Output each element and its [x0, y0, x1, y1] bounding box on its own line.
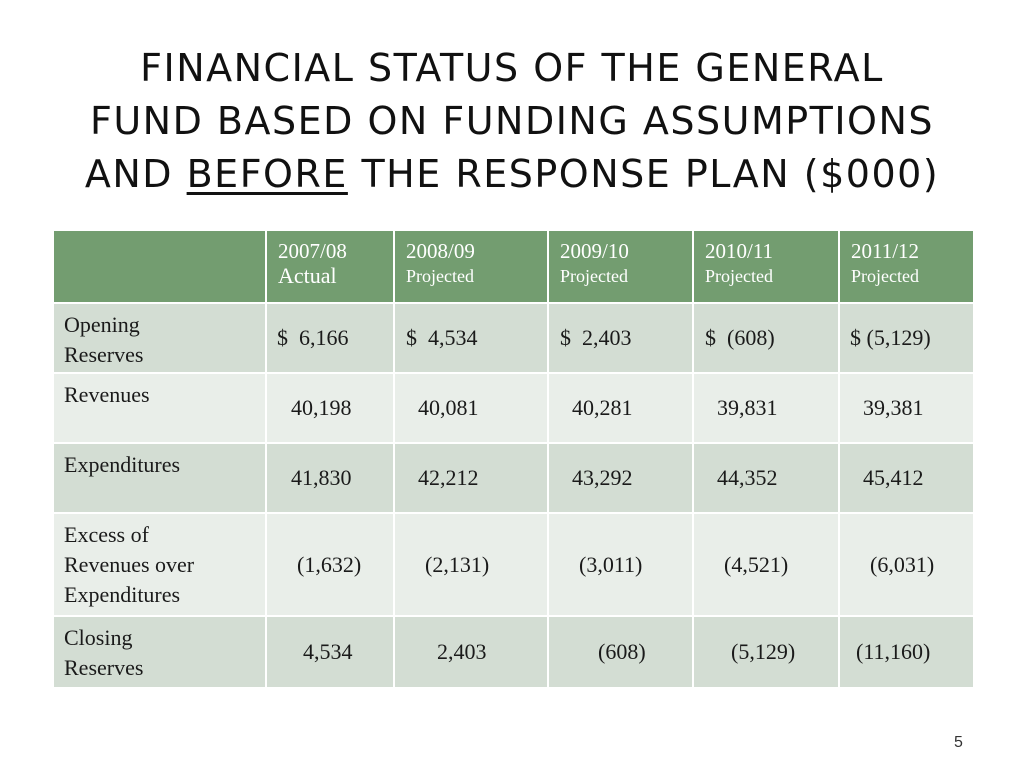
table-cell: $ 6,166 — [265, 302, 395, 374]
title-underlined-word: BEFORE — [186, 152, 348, 196]
table-cell: 39,831 — [692, 372, 840, 444]
table-cell: $ 4,534 — [393, 302, 549, 374]
table-cell: 40,081 — [393, 372, 549, 444]
table-cell: 40,281 — [547, 372, 694, 444]
row-label: Opening Reserves — [52, 302, 267, 374]
table-cell: 4,534 — [265, 615, 395, 689]
slide-title: FINANCIAL STATUS OF THE GENERAL FUND BAS… — [40, 42, 984, 201]
table-cell: (4,521) — [692, 512, 840, 617]
table-row-opening-reserves: Opening Reserves $ 6,166 $ 4,534 $ 2,403… — [52, 302, 975, 374]
row-label: Revenues — [52, 372, 267, 444]
table-cell: $ 2,403 — [547, 302, 694, 374]
title-line-3: AND BEFORE THE RESPONSE PLAN ($000) — [40, 148, 984, 201]
table-cell: 45,412 — [838, 442, 975, 514]
header-cell-2007-08: 2007/08 Actual — [265, 229, 395, 304]
table-cell: (5,129) — [692, 615, 840, 689]
header-status: Actual — [278, 263, 337, 288]
table-cell: $ (5,129) — [838, 302, 975, 374]
header-cell-2011-12: 2011/12 Projected — [838, 229, 975, 304]
table-cell: 44,352 — [692, 442, 840, 514]
header-year: 2010/11 — [705, 239, 774, 263]
row-label: Expenditures — [52, 442, 267, 514]
table-cell: (2,131) — [393, 512, 549, 617]
title-line-1: FINANCIAL STATUS OF THE GENERAL — [140, 46, 884, 90]
header-status: Projected — [406, 266, 474, 286]
row-label: Excess of Revenues over Expenditures — [52, 512, 267, 617]
header-status: Projected — [705, 266, 773, 286]
financial-status-table: 2007/08 Actual 2008/09 Projected 2009/10 Pr… — [52, 229, 975, 689]
title-line-3-suffix: THE RESPONSE PLAN ($000) — [347, 152, 940, 196]
row-label: Closing Reserves — [52, 615, 267, 689]
header-corner-cell — [52, 229, 267, 304]
table-cell: (11,160) — [838, 615, 975, 689]
header-year: 2011/12 — [851, 239, 920, 263]
table-header-row: 2007/08 Actual 2008/09 Projected 2009/10 Pr… — [52, 229, 975, 304]
table-cell: 43,292 — [547, 442, 694, 514]
table-row-closing-reserves: Closing Reserves 4,534 2,403 (608) (5,12… — [52, 615, 975, 689]
table-cell: (1,632) — [265, 512, 395, 617]
header-year: 2008/09 — [406, 239, 475, 263]
title-line-3-prefix: AND — [84, 152, 187, 196]
table-cell: 39,381 — [838, 372, 975, 444]
header-cell-2008-09: 2008/09 Projected — [393, 229, 549, 304]
table-cell: 2,403 — [393, 615, 549, 689]
title-line-2: FUND BASED ON FUNDING ASSUMPTIONS — [89, 99, 935, 143]
header-status: Projected — [560, 266, 628, 286]
header-cell-2010-11: 2010/11 Projected — [692, 229, 840, 304]
header-year: 2009/10 — [560, 239, 629, 263]
header-cell-2009-10: 2009/10 Projected — [547, 229, 694, 304]
page-number: 5 — [954, 734, 963, 751]
table-row-revenues: Revenues 40,198 40,081 40,281 39,831 39,… — [52, 372, 975, 444]
table-cell: (3,011) — [547, 512, 694, 617]
table-cell: (6,031) — [838, 512, 975, 617]
table-cell: 40,198 — [265, 372, 395, 444]
header-status: Projected — [851, 266, 919, 286]
table-row-excess: Excess of Revenues over Expenditures (1,… — [52, 512, 975, 617]
table-cell: 41,830 — [265, 442, 395, 514]
table-cell: 42,212 — [393, 442, 549, 514]
table-cell: (608) — [547, 615, 694, 689]
header-year: 2007/08 — [278, 239, 347, 263]
table-row-expenditures: Expenditures 41,830 42,212 43,292 44,352… — [52, 442, 975, 514]
table-cell: $ (608) — [692, 302, 840, 374]
